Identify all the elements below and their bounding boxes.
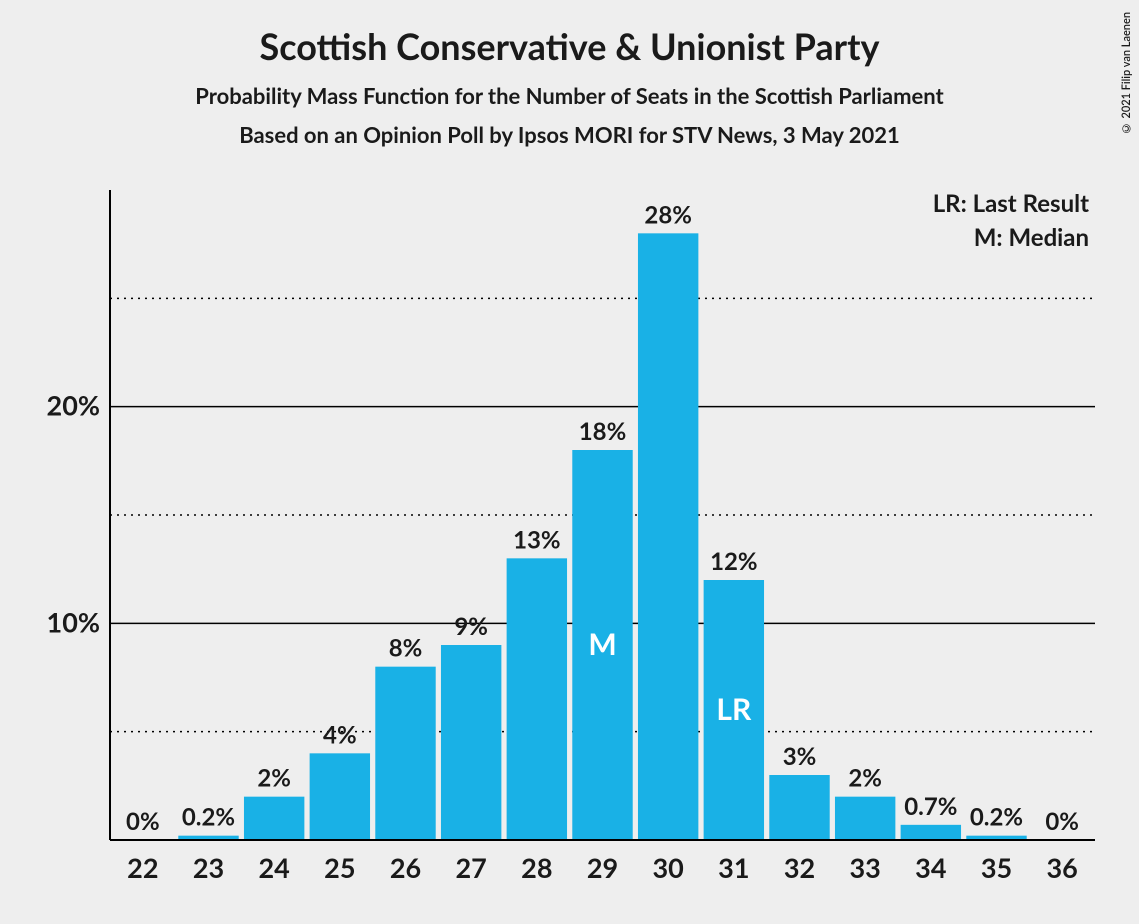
copyright-text: © 2021 Filip van Laenen xyxy=(1120,12,1133,134)
bar xyxy=(835,797,895,840)
x-tick-label: 35 xyxy=(981,851,1012,884)
bar-value-label: 18% xyxy=(579,417,627,446)
x-tick-label: 26 xyxy=(390,851,421,884)
bar xyxy=(441,645,501,840)
x-tick-label: 33 xyxy=(850,851,881,884)
y-tick-label: 20% xyxy=(47,389,100,422)
x-tick-label: 34 xyxy=(915,851,946,884)
bar xyxy=(310,753,370,840)
x-tick-label: 27 xyxy=(456,851,487,884)
bar-value-label: 0% xyxy=(126,807,160,836)
x-tick-label: 30 xyxy=(653,851,684,884)
bar-value-label: 0.2% xyxy=(970,803,1023,832)
bar-value-label: 2% xyxy=(848,764,882,793)
bar-value-label: 8% xyxy=(389,634,423,663)
bar xyxy=(901,825,961,840)
x-tick-label: 31 xyxy=(718,851,749,884)
pmf-bar-chart: 10% 20% 0% 22 0.2% 23 2% 24 4% 25 8% 26 9% 27 13% 28 18%… xyxy=(40,180,1110,900)
y-tick-label: 10% xyxy=(47,605,100,638)
chart-subtitle: Probability Mass Function for the Number… xyxy=(0,82,1139,109)
legend-m: M: Median xyxy=(974,223,1089,252)
bar-value-label: 2% xyxy=(257,764,291,793)
bar xyxy=(507,558,567,840)
bar-value-label: 12% xyxy=(710,547,758,576)
bar xyxy=(244,797,304,840)
bar-value-label: 13% xyxy=(513,525,561,554)
x-tick-label: 23 xyxy=(193,851,224,884)
bar-value-label: 0.2% xyxy=(182,803,235,832)
x-tick-label: 25 xyxy=(324,851,355,884)
x-tick-label: 32 xyxy=(784,851,815,884)
x-tick-label: 22 xyxy=(127,851,158,884)
legend-lr: LR: Last Result xyxy=(933,189,1089,218)
bar-value-label: 4% xyxy=(323,720,357,749)
median-marker: M xyxy=(588,626,616,662)
bar-value-label: 28% xyxy=(644,200,692,229)
chart-title: Scottish Conservative & Unionist Party xyxy=(0,0,1139,68)
last-result-marker: LR xyxy=(716,691,752,727)
bar-value-label: 0% xyxy=(1045,807,1079,836)
chart-svg: 10% 20% 0% 22 0.2% 23 2% 24 4% 25 8% 26 9% 27 13% 28 18%… xyxy=(40,180,1110,900)
bar xyxy=(638,233,698,840)
bar-value-label: 0.7% xyxy=(904,792,957,821)
bar xyxy=(375,667,435,840)
x-tick-label: 24 xyxy=(259,851,290,884)
bar xyxy=(769,775,829,840)
bar-value-label: 3% xyxy=(783,742,817,771)
x-tick-label: 29 xyxy=(587,851,618,884)
x-tick-label: 36 xyxy=(1047,851,1078,884)
bar-value-label: 9% xyxy=(454,612,488,641)
chart-subtitle2: Based on an Opinion Poll by Ipsos MORI f… xyxy=(0,121,1139,148)
x-tick-label: 28 xyxy=(521,851,552,884)
